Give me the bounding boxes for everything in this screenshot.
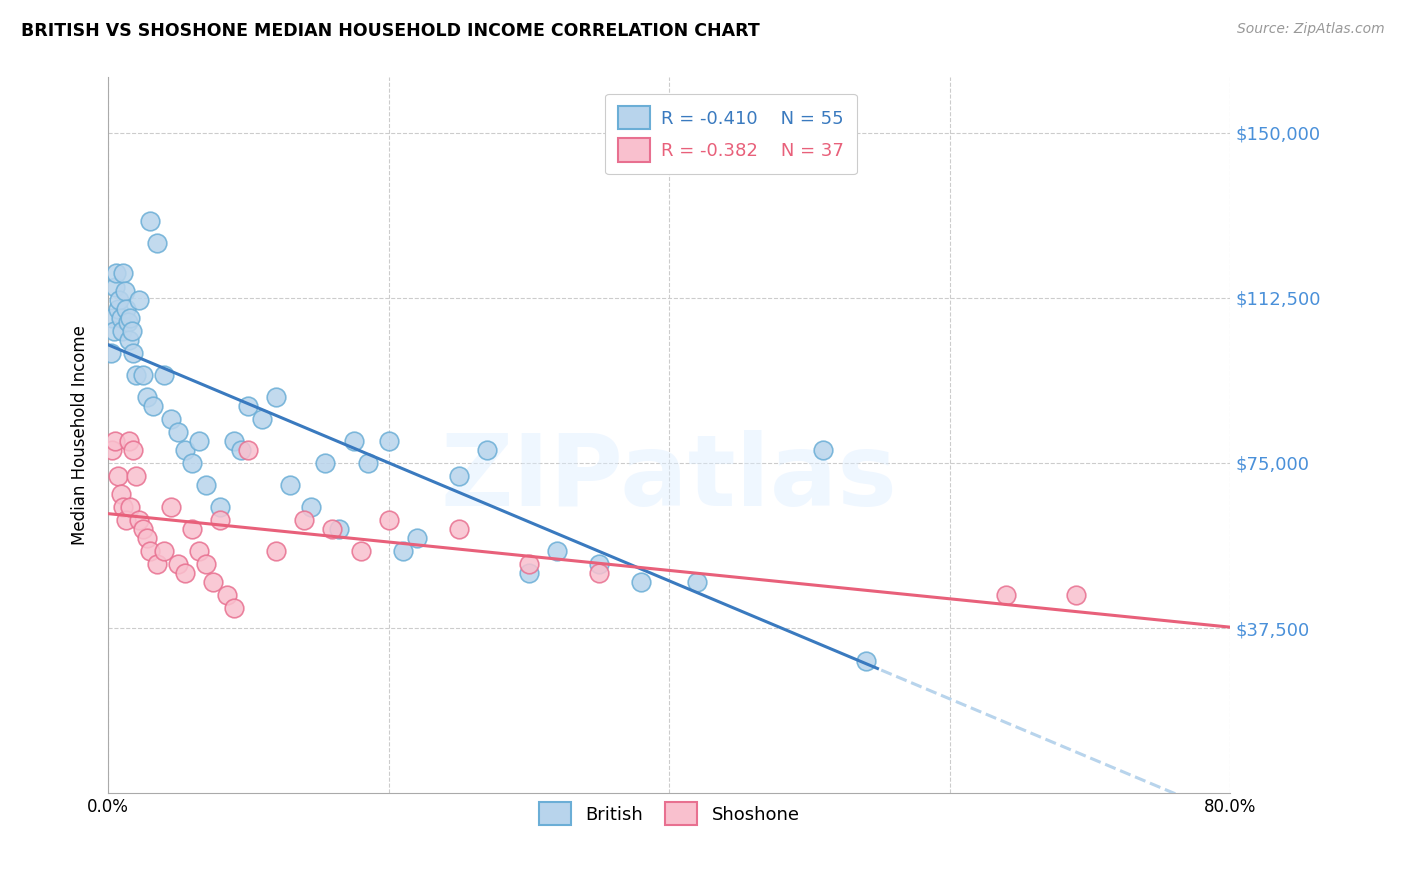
Point — [546, 544, 568, 558]
Point — [128, 513, 150, 527]
Point — [813, 442, 835, 457]
Point — [588, 558, 610, 572]
Point — [125, 469, 148, 483]
Point — [686, 574, 709, 589]
Point — [139, 544, 162, 558]
Point — [377, 434, 399, 448]
Point — [112, 500, 135, 514]
Point — [115, 301, 138, 316]
Point — [160, 412, 183, 426]
Point — [167, 558, 190, 572]
Point — [160, 500, 183, 514]
Point — [188, 434, 211, 448]
Point — [114, 284, 136, 298]
Point — [167, 425, 190, 439]
Point — [115, 513, 138, 527]
Point — [120, 500, 142, 514]
Point — [142, 399, 165, 413]
Y-axis label: Median Household Income: Median Household Income — [72, 326, 89, 545]
Point — [195, 558, 218, 572]
Point — [238, 442, 260, 457]
Point — [103, 324, 125, 338]
Point — [405, 531, 427, 545]
Point — [108, 293, 131, 307]
Point — [588, 566, 610, 580]
Point — [181, 522, 204, 536]
Point — [252, 412, 274, 426]
Point — [356, 456, 378, 470]
Point — [121, 324, 143, 338]
Point — [299, 500, 322, 514]
Point — [125, 368, 148, 382]
Point — [517, 558, 540, 572]
Point — [104, 279, 127, 293]
Point — [112, 267, 135, 281]
Point — [136, 531, 159, 545]
Point — [174, 566, 197, 580]
Point — [153, 544, 176, 558]
Point — [321, 522, 343, 536]
Point — [328, 522, 350, 536]
Point — [118, 434, 141, 448]
Point — [217, 588, 239, 602]
Point — [342, 434, 364, 448]
Point — [181, 456, 204, 470]
Point — [280, 478, 302, 492]
Point — [101, 310, 124, 325]
Point — [475, 442, 498, 457]
Point — [209, 500, 232, 514]
Point — [128, 293, 150, 307]
Point — [377, 513, 399, 527]
Point — [447, 522, 470, 536]
Point — [266, 390, 288, 404]
Point — [349, 544, 371, 558]
Point — [122, 346, 145, 360]
Point — [266, 544, 288, 558]
Point — [104, 434, 127, 448]
Point — [447, 469, 470, 483]
Point — [195, 478, 218, 492]
Point — [146, 235, 169, 250]
Point — [107, 301, 129, 316]
Point — [117, 315, 139, 329]
Point — [994, 588, 1017, 602]
Point — [132, 368, 155, 382]
Point — [517, 566, 540, 580]
Point — [110, 487, 132, 501]
Point — [122, 442, 145, 457]
Point — [153, 368, 176, 382]
Point — [174, 442, 197, 457]
Point — [120, 310, 142, 325]
Point — [100, 346, 122, 360]
Point — [146, 558, 169, 572]
Point — [294, 513, 316, 527]
Point — [118, 333, 141, 347]
Point — [391, 544, 413, 558]
Point — [314, 456, 336, 470]
Point — [1064, 588, 1087, 602]
Point — [105, 267, 128, 281]
Point — [224, 601, 246, 615]
Text: ZIPatlas: ZIPatlas — [440, 430, 897, 527]
Point — [238, 399, 260, 413]
Point — [630, 574, 652, 589]
Point — [110, 310, 132, 325]
Text: BRITISH VS SHOSHONE MEDIAN HOUSEHOLD INCOME CORRELATION CHART: BRITISH VS SHOSHONE MEDIAN HOUSEHOLD INC… — [21, 22, 759, 40]
Point — [139, 213, 162, 227]
Point — [111, 324, 134, 338]
Legend: British, Shoshone: British, Shoshone — [530, 793, 808, 834]
Point — [224, 434, 246, 448]
Point — [188, 544, 211, 558]
Point — [209, 513, 232, 527]
Point — [107, 469, 129, 483]
Point — [231, 442, 253, 457]
Point — [202, 574, 225, 589]
Point — [136, 390, 159, 404]
Point — [132, 522, 155, 536]
Text: Source: ZipAtlas.com: Source: ZipAtlas.com — [1237, 22, 1385, 37]
Point — [855, 654, 877, 668]
Point — [101, 442, 124, 457]
